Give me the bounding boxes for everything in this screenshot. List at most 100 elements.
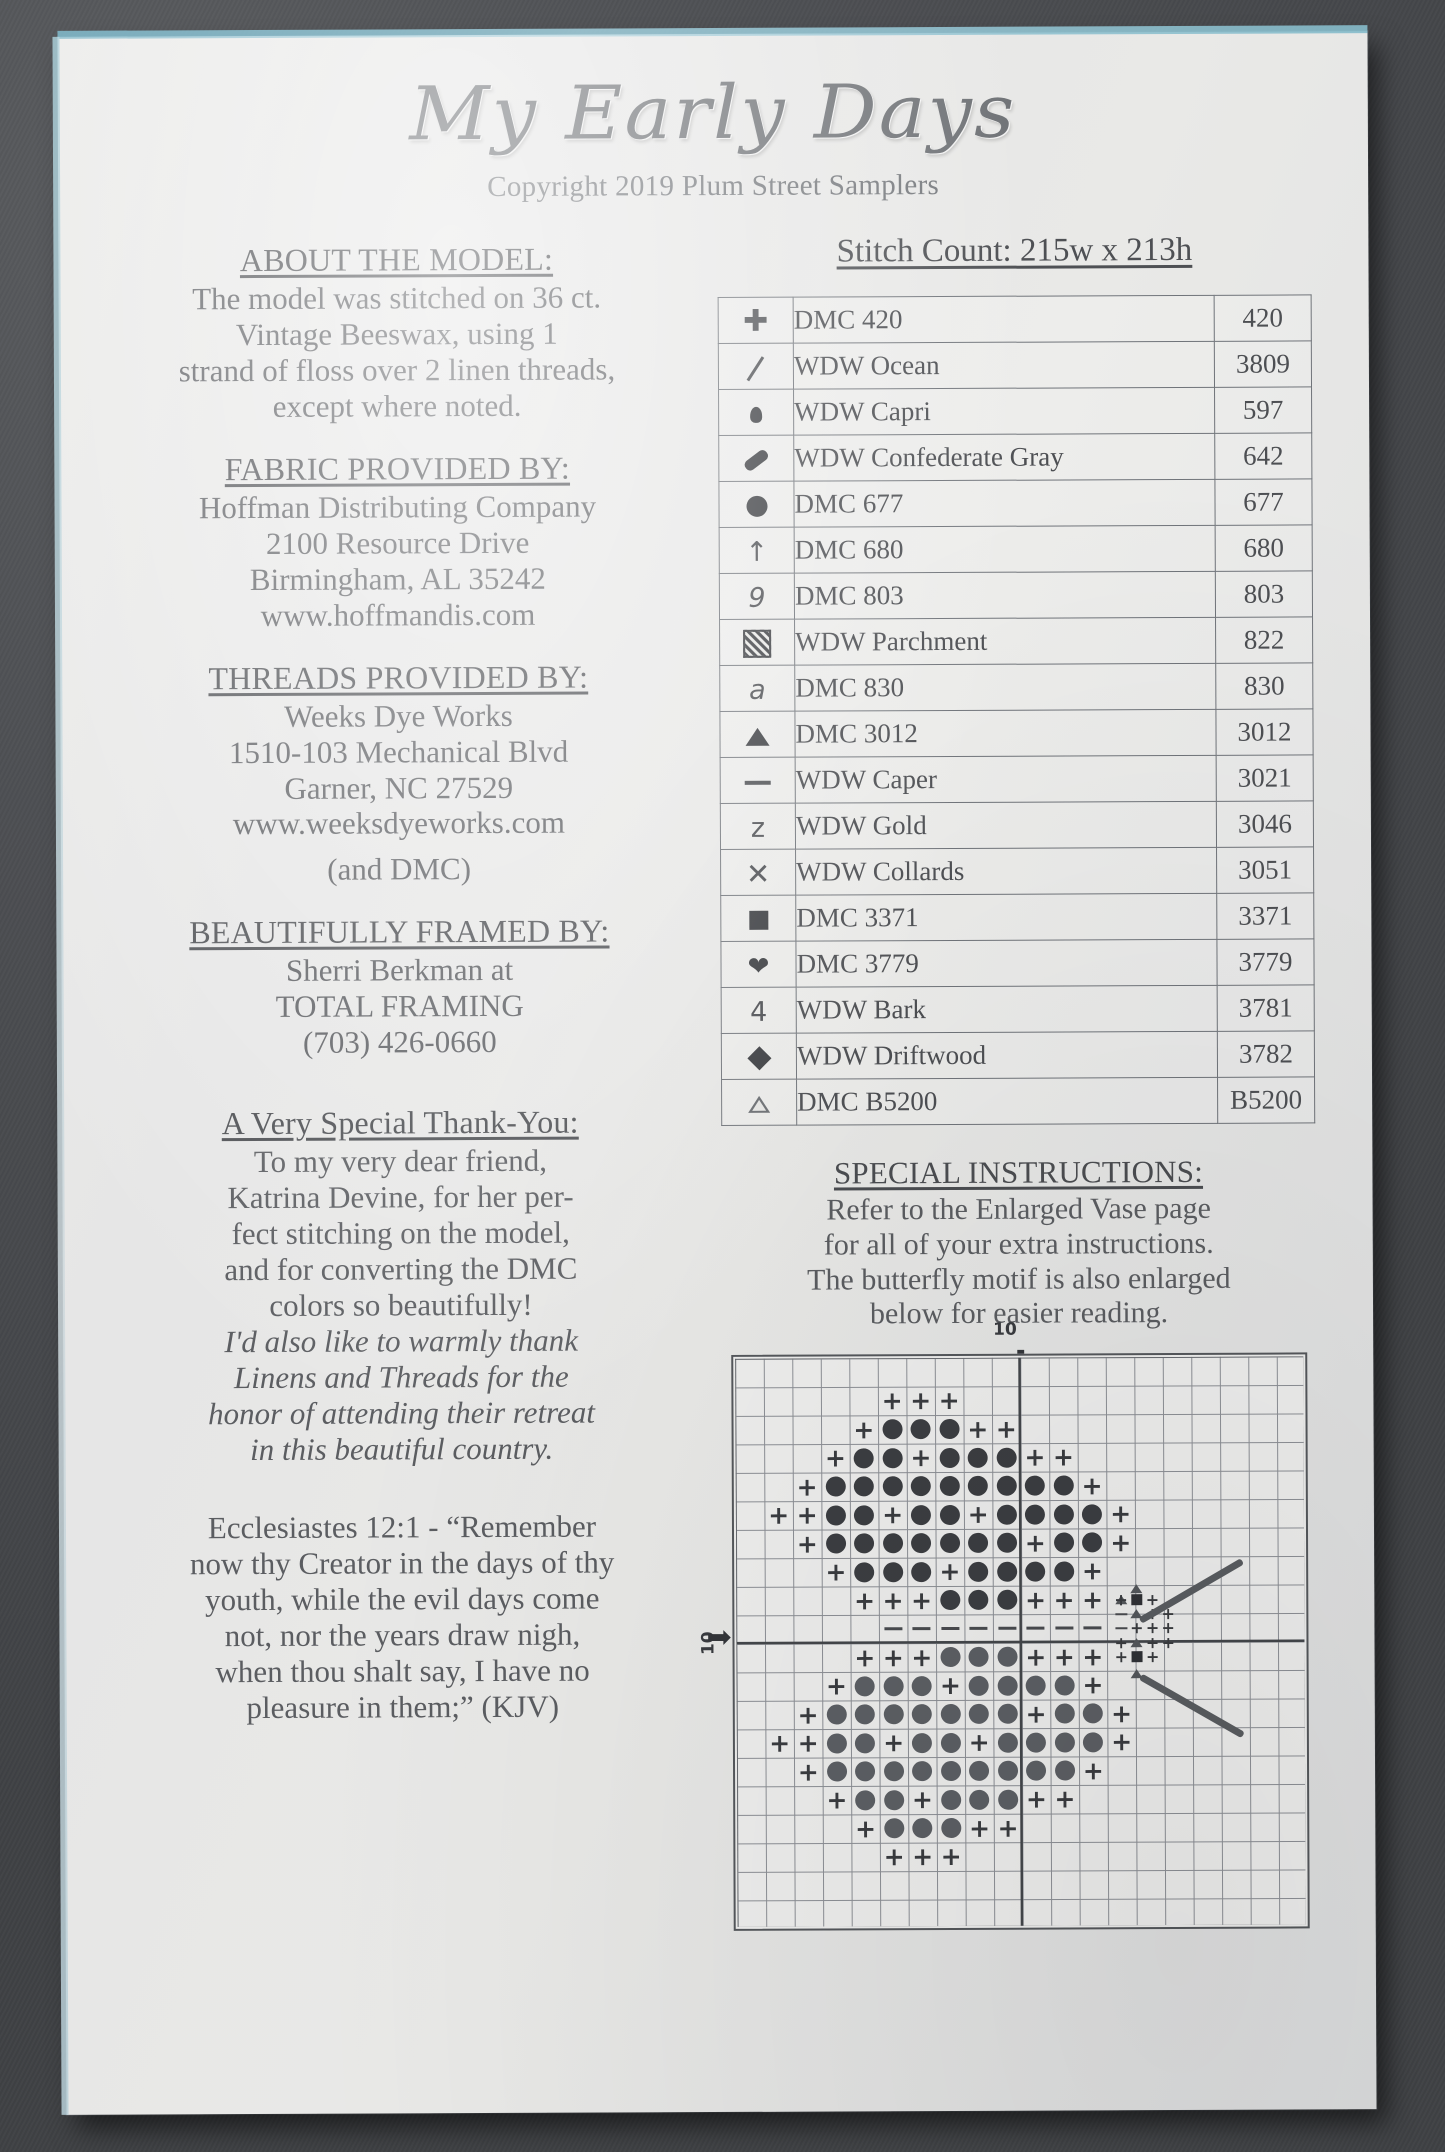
chart-cell: + xyxy=(1053,1642,1075,1672)
floss-name: WDW Gold xyxy=(795,801,1217,850)
chart-cell: + xyxy=(882,1500,904,1530)
scripture-line: youth, while the evil days come xyxy=(205,1580,600,1617)
chart-cell xyxy=(1078,1500,1107,1529)
chart-cell: + xyxy=(883,1728,905,1758)
chart-cell xyxy=(850,1558,879,1587)
chart-cell xyxy=(964,1643,993,1672)
chart-cell: + xyxy=(1110,1528,1132,1558)
chart-cell xyxy=(993,1586,1022,1615)
teardrop-symbol-icon xyxy=(718,389,794,436)
threads-section: THREADS PROVIDED BY: Weeks Dye Works 151… xyxy=(118,658,679,889)
floss-name: DMC 830 xyxy=(794,663,1216,712)
floss-number: 680 xyxy=(1215,524,1313,572)
floss-name: WDW Capri xyxy=(793,387,1215,436)
chart-cell xyxy=(965,1700,994,1729)
chart-cell: + xyxy=(1082,1670,1104,1700)
threads-heading: THREADS PROVIDED BY: xyxy=(208,658,589,696)
fabric-website: www.hoffmandis.com xyxy=(260,596,536,633)
chart-cell: + xyxy=(1081,1556,1103,1586)
chart-cell: + xyxy=(1111,1727,1133,1757)
chart-cell xyxy=(1122,1574,1151,1603)
fabric-heading: FABRIC PROVIDED BY: xyxy=(224,449,571,487)
chart-cell: + xyxy=(797,1729,819,1759)
chart-cell xyxy=(993,1757,1022,1786)
chart-cell xyxy=(964,1557,993,1586)
chart-cell: + xyxy=(1024,1528,1046,1558)
thick-bar-symbol-icon xyxy=(718,435,794,482)
x-symbol-icon: ✕ xyxy=(720,849,796,896)
scripture-section: Ecclesiastes 12:1 - “Remember now thy Cr… xyxy=(122,1508,683,1726)
table-row: 9 DMC 803 803 xyxy=(719,570,1313,620)
chart-cell xyxy=(935,1529,964,1558)
chart-cell xyxy=(821,1530,850,1559)
chart-cell xyxy=(1050,1671,1079,1700)
chart-cell: + xyxy=(912,1842,934,1872)
chart-cell xyxy=(936,1700,965,1729)
chart-cell xyxy=(850,1529,879,1558)
chart-cell: + xyxy=(1082,1642,1104,1672)
table-row: ↑ DMC 680 680 xyxy=(719,524,1313,574)
about-heading: ABOUT THE MODEL: xyxy=(239,240,554,279)
floss-number: 3046 xyxy=(1216,800,1314,848)
floss-number: 3051 xyxy=(1216,846,1314,894)
table-row: ✕ WDW Collards 3051 xyxy=(720,846,1314,896)
chart-cell xyxy=(878,1529,907,1558)
special-instructions-line: The butterfly motif is also enlarged xyxy=(807,1261,1231,1297)
chart-cell: + xyxy=(853,1415,875,1445)
chart-cell: + xyxy=(939,1671,961,1701)
chart-left-arrow-icon: ➡ xyxy=(706,1620,732,1656)
chart-cell xyxy=(821,1501,850,1530)
chart-cell xyxy=(964,1472,993,1501)
special-instructions-line: Refer to the Enlarged Vase page xyxy=(826,1191,1211,1227)
chart-cell xyxy=(908,1672,937,1701)
table-row: ❤ DMC 3779 3779 xyxy=(720,938,1315,988)
filled-circle-symbol-icon xyxy=(718,481,795,528)
chart-cell: + xyxy=(1025,1785,1047,1815)
chart-cell: + xyxy=(1082,1585,1104,1615)
threads-note: (and DMC) xyxy=(327,851,472,888)
chart-cell xyxy=(993,1728,1022,1757)
floss-name: WDW Driftwood xyxy=(796,1031,1218,1080)
chart-cell: + xyxy=(796,1529,818,1559)
floss-number: 822 xyxy=(1215,616,1313,664)
chart-cell xyxy=(879,1757,908,1786)
chart-cell: + xyxy=(796,1472,818,1502)
chart-cell: + xyxy=(969,1813,991,1843)
chart-cell xyxy=(879,1558,908,1587)
up-arrow-symbol-icon: ↑ xyxy=(719,527,795,574)
nine-symbol-icon: 9 xyxy=(719,573,795,620)
chart-cell: + xyxy=(1111,1699,1133,1729)
chart-cell xyxy=(937,1814,966,1843)
chart-cell: + xyxy=(769,1729,791,1759)
chart-cell xyxy=(965,1785,994,1814)
framing-phone: (703) 426-0660 xyxy=(302,1024,497,1061)
table-row: WDW Caper 3021 xyxy=(720,754,1314,804)
chart-cell xyxy=(935,1444,964,1473)
chart-cell xyxy=(1049,1529,1078,1558)
floss-name: WDW Confederate Gray xyxy=(793,433,1215,482)
chart-cell xyxy=(992,1472,1021,1501)
chart-cell xyxy=(935,1415,964,1444)
filled-square-symbol-icon xyxy=(720,895,796,942)
stitch-count: Stitch Count: 215w x 213h xyxy=(836,231,1193,270)
chart-cell xyxy=(878,1444,907,1473)
chart-grid: + + + + + + + + + + + + + + + + + + + + + + + + + + + + + + + + + + + + + + + +… xyxy=(731,1352,1310,1932)
chart-cell xyxy=(1022,1671,1051,1700)
table-row: DMC 677 677 xyxy=(718,478,1313,528)
chart-cell xyxy=(936,1615,965,1644)
chart-cell xyxy=(880,1814,909,1843)
page-title: My Early Days xyxy=(409,68,1017,158)
chart-cell: + xyxy=(1052,1442,1074,1472)
scripture-line: now thy Creator in the days of thy xyxy=(189,1544,615,1582)
chart-cell: + xyxy=(995,1414,1017,1444)
table-row: WDW Ocean 3809 xyxy=(718,340,1312,390)
floss-number: 3012 xyxy=(1215,708,1314,756)
chart-cell: + xyxy=(939,1557,961,1587)
chart-cell: + xyxy=(967,1500,989,1530)
chart-cell: + xyxy=(797,1757,819,1787)
heart-symbol-icon: ❤ xyxy=(720,941,797,988)
chart-cell xyxy=(965,1757,994,1786)
chart-cell xyxy=(851,1672,880,1701)
chart-cell xyxy=(1050,1700,1079,1729)
chart-cell xyxy=(993,1557,1022,1586)
